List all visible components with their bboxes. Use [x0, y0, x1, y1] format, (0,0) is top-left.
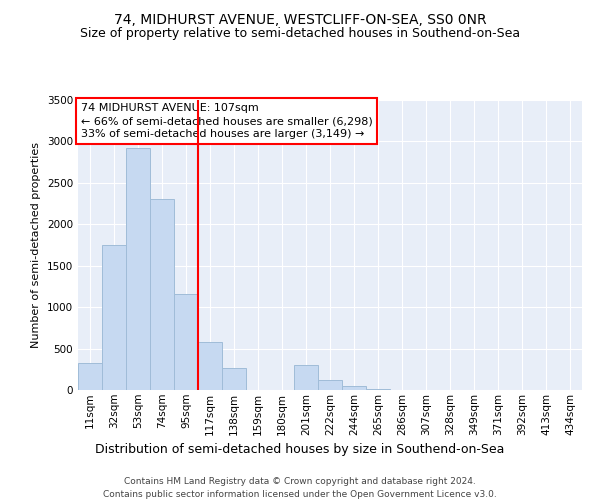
Bar	[198, 342, 222, 390]
Bar	[78, 364, 102, 390]
Bar	[366, 389, 390, 390]
Text: Size of property relative to semi-detached houses in Southend-on-Sea: Size of property relative to semi-detach…	[80, 28, 520, 40]
Bar	[174, 294, 198, 390]
Text: 74, MIDHURST AVENUE, WESTCLIFF-ON-SEA, SS0 0NR: 74, MIDHURST AVENUE, WESTCLIFF-ON-SEA, S…	[113, 12, 487, 26]
Bar	[342, 386, 366, 390]
Bar	[150, 200, 174, 390]
Bar	[222, 368, 246, 390]
Text: Contains HM Land Registry data © Crown copyright and database right 2024.
Contai: Contains HM Land Registry data © Crown c…	[103, 478, 497, 499]
Text: 74 MIDHURST AVENUE: 107sqm
← 66% of semi-detached houses are smaller (6,298)
33%: 74 MIDHURST AVENUE: 107sqm ← 66% of semi…	[80, 103, 372, 140]
Text: Distribution of semi-detached houses by size in Southend-on-Sea: Distribution of semi-detached houses by …	[95, 442, 505, 456]
Bar	[294, 365, 318, 390]
Bar	[102, 245, 126, 390]
Bar	[126, 148, 150, 390]
Y-axis label: Number of semi-detached properties: Number of semi-detached properties	[31, 142, 41, 348]
Bar	[318, 380, 342, 390]
